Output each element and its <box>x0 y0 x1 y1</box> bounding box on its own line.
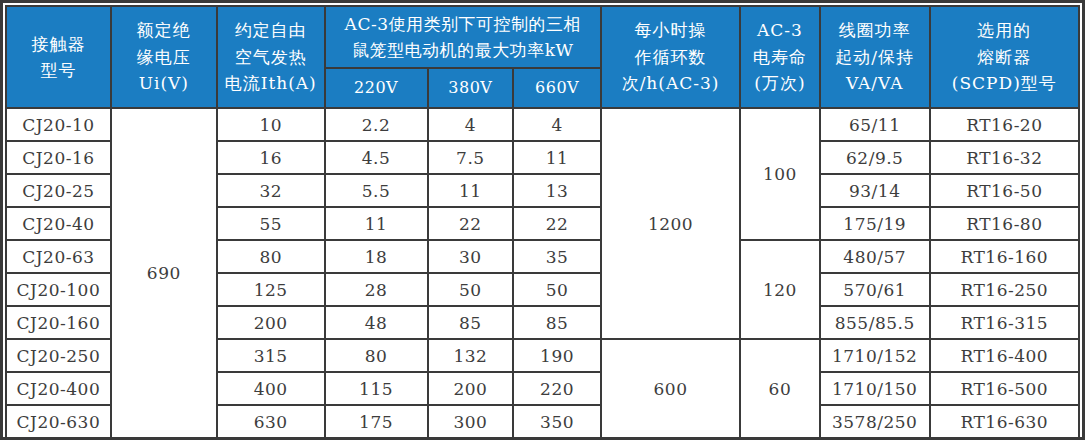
kw660-cell: 220 <box>513 372 601 405</box>
header-380v: 380V <box>428 68 514 108</box>
header-ac3-power-group: AC-3使用类别下可控制的三相 鼠笼型电动机的最大功率kW <box>325 6 601 68</box>
model-cell: CJ20-250 <box>6 339 111 372</box>
fuse-cell: RT16-315 <box>930 306 1079 339</box>
kw220-cell: 18 <box>325 240 428 273</box>
header-220v: 220V <box>325 68 428 108</box>
insulation-voltage-cell: 690 <box>111 108 217 438</box>
model-cell: CJ20-100 <box>6 273 111 306</box>
kw380-cell: 22 <box>428 207 514 240</box>
fuse-cell: RT16-32 <box>930 141 1079 174</box>
kw660-cell: 22 <box>513 207 601 240</box>
kw660-cell: 350 <box>513 405 601 438</box>
thermal-current-cell: 55 <box>217 207 325 240</box>
coil-power-cell: 175/19 <box>820 207 930 240</box>
kw220-cell: 80 <box>325 339 428 372</box>
kw380-cell: 11 <box>428 174 514 207</box>
header-fuse-model: 选用的 熔断器 (SCPD)型号 <box>930 6 1079 108</box>
coil-power-cell: 1710/152 <box>820 339 930 372</box>
table-body: CJ20-10 690 10 2.2 4 4 1200 100 65/11 RT… <box>6 108 1079 438</box>
header-insulation-voltage: 额定绝 缘电压 Ui(V) <box>111 6 217 108</box>
cycles-cell-600: 600 <box>601 339 740 438</box>
kw660-cell: 190 <box>513 339 601 372</box>
model-cell: CJ20-400 <box>6 372 111 405</box>
model-cell: CJ20-40 <box>6 207 111 240</box>
fuse-cell: RT16-160 <box>930 240 1079 273</box>
kw220-cell: 28 <box>325 273 428 306</box>
kw660-cell: 35 <box>513 240 601 273</box>
kw380-cell: 200 <box>428 372 514 405</box>
coil-power-cell: 1710/150 <box>820 372 930 405</box>
fuse-cell: RT16-250 <box>930 273 1079 306</box>
coil-power-cell: 93/14 <box>820 174 930 207</box>
kw380-cell: 50 <box>428 273 514 306</box>
kw220-cell: 175 <box>325 405 428 438</box>
kw660-cell: 11 <box>513 141 601 174</box>
coil-power-cell: 480/57 <box>820 240 930 273</box>
kw380-cell: 132 <box>428 339 514 372</box>
thermal-current-cell: 200 <box>217 306 325 339</box>
model-cell: CJ20-63 <box>6 240 111 273</box>
kw380-cell: 30 <box>428 240 514 273</box>
table-header: 接触器 型号 额定绝 缘电压 Ui(V) 约定自由 空气发热 电流Ith(A) … <box>6 6 1079 108</box>
kw220-cell: 115 <box>325 372 428 405</box>
fuse-cell: RT16-50 <box>930 174 1079 207</box>
spec-table-frame: 接触器 型号 额定绝 缘电压 Ui(V) 约定自由 空气发热 电流Ith(A) … <box>0 0 1085 440</box>
fuse-cell: RT16-630 <box>930 405 1079 438</box>
coil-power-cell: 62/9.5 <box>820 141 930 174</box>
kw660-cell: 50 <box>513 273 601 306</box>
thermal-current-cell: 16 <box>217 141 325 174</box>
fuse-cell: RT16-400 <box>930 339 1079 372</box>
model-cell: CJ20-25 <box>6 174 111 207</box>
kw220-cell: 5.5 <box>325 174 428 207</box>
kw660-cell: 4 <box>513 108 601 141</box>
header-model: 接触器 型号 <box>6 6 111 108</box>
thermal-current-cell: 315 <box>217 339 325 372</box>
thermal-current-cell: 400 <box>217 372 325 405</box>
kw660-cell: 85 <box>513 306 601 339</box>
coil-power-cell: 855/85.5 <box>820 306 930 339</box>
header-thermal-current: 约定自由 空气发热 电流Ith(A) <box>217 6 325 108</box>
coil-power-cell: 570/61 <box>820 273 930 306</box>
thermal-current-cell: 125 <box>217 273 325 306</box>
kw220-cell: 4.5 <box>325 141 428 174</box>
header-coil-power: 线圈功率 起动/保持 VA/VA <box>820 6 930 108</box>
fuse-cell: RT16-20 <box>930 108 1079 141</box>
kw220-cell: 2.2 <box>325 108 428 141</box>
life-cell-100: 100 <box>740 108 820 240</box>
table-row: CJ20-10 690 10 2.2 4 4 1200 100 65/11 RT… <box>6 108 1079 141</box>
thermal-current-cell: 10 <box>217 108 325 141</box>
header-electrical-life: AC-3 电寿命 (万次) <box>740 6 820 108</box>
fuse-cell: RT16-80 <box>930 207 1079 240</box>
kw380-cell: 4 <box>428 108 514 141</box>
model-cell: CJ20-10 <box>6 108 111 141</box>
kw220-cell: 48 <box>325 306 428 339</box>
life-cell-120: 120 <box>740 240 820 339</box>
header-660v: 660V <box>513 68 601 108</box>
kw660-cell: 13 <box>513 174 601 207</box>
kw380-cell: 7.5 <box>428 141 514 174</box>
coil-power-cell: 3578/250 <box>820 405 930 438</box>
kw380-cell: 85 <box>428 306 514 339</box>
model-cell: CJ20-630 <box>6 405 111 438</box>
kw380-cell: 300 <box>428 405 514 438</box>
model-cell: CJ20-160 <box>6 306 111 339</box>
thermal-current-cell: 630 <box>217 405 325 438</box>
model-cell: CJ20-16 <box>6 141 111 174</box>
contactor-spec-table: 接触器 型号 额定绝 缘电压 Ui(V) 约定自由 空气发热 电流Ith(A) … <box>5 5 1080 439</box>
coil-power-cell: 65/11 <box>820 108 930 141</box>
header-cycles-per-hour: 每小时操 作循环数 次/h(AC-3) <box>601 6 740 108</box>
thermal-current-cell: 32 <box>217 174 325 207</box>
thermal-current-cell: 80 <box>217 240 325 273</box>
fuse-cell: RT16-500 <box>930 372 1079 405</box>
cycles-cell-1200: 1200 <box>601 108 740 339</box>
life-cell-60: 60 <box>740 339 820 438</box>
header-row-top: 接触器 型号 额定绝 缘电压 Ui(V) 约定自由 空气发热 电流Ith(A) … <box>6 6 1079 68</box>
kw220-cell: 11 <box>325 207 428 240</box>
